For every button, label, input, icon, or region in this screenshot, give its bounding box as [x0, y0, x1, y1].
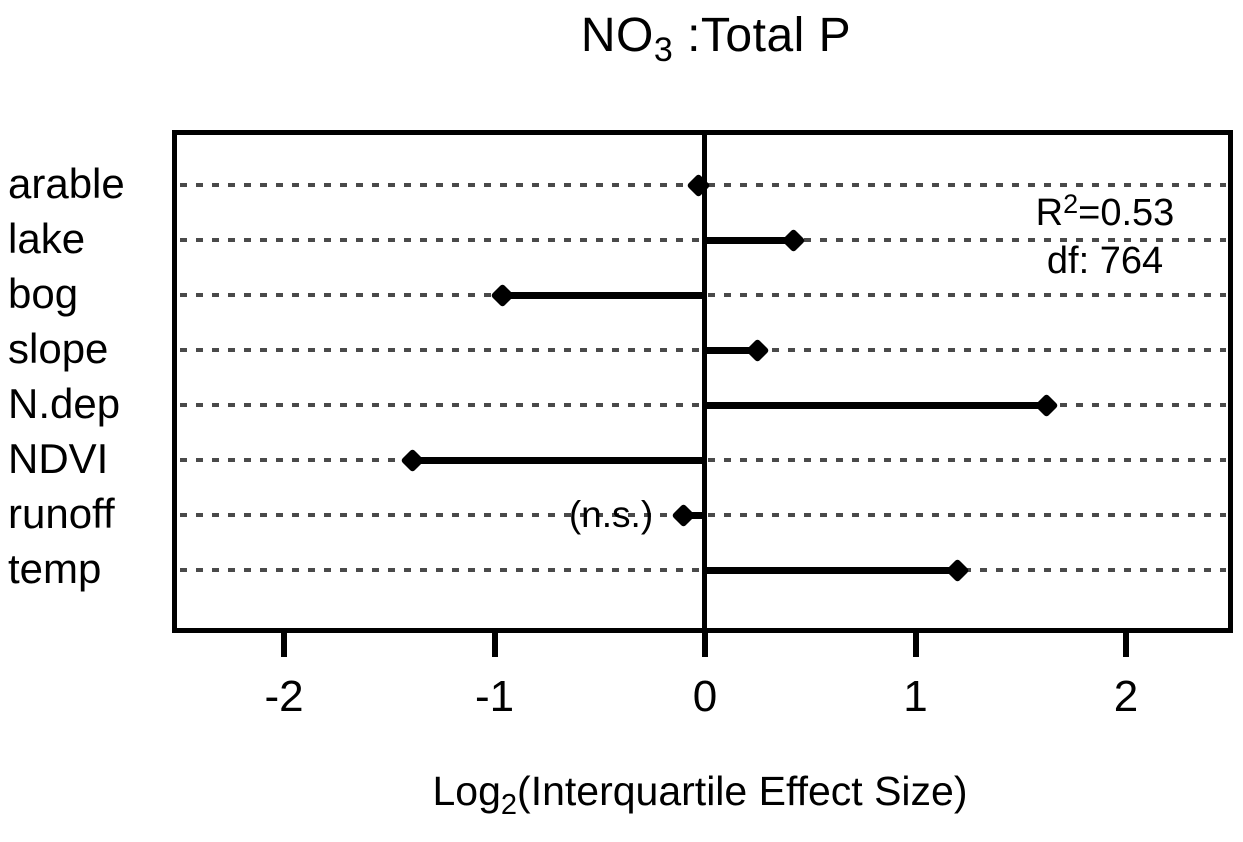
y-axis-label-N.dep: N.dep: [8, 380, 121, 428]
x-tick--2: [281, 633, 287, 657]
x-tick-label-0: 0: [692, 672, 718, 721]
y-axis-label-arable: arable: [8, 160, 125, 208]
x-axis-label-rest: (Interquartile Effect Size): [517, 768, 968, 814]
effect-stem-N.dep: [705, 402, 1046, 409]
y-axis-label-NDVI: NDVI: [8, 435, 109, 483]
plot-frame: [172, 130, 1233, 633]
df-text: df: 764: [1046, 239, 1164, 282]
x-tick-label-1: 1: [903, 672, 928, 721]
chart-title-rest: :Total P: [673, 9, 852, 62]
effect-stem-bog: [502, 292, 705, 299]
chart-title-base: NO: [580, 9, 654, 62]
chart-title: NO3 :Total P: [580, 8, 852, 69]
effect-stem-slope: [705, 347, 758, 354]
effect-stem-NDVI: [412, 457, 705, 464]
model-stats: R2=0.53 df: 764: [1035, 189, 1175, 285]
x-axis-label-base: Log: [432, 768, 501, 814]
r-squared-value: =0.53: [1078, 192, 1175, 234]
zero-axis-line: [702, 134, 707, 629]
x-tick-0: [702, 633, 708, 657]
x-tick-label-2: 2: [1113, 672, 1139, 721]
x-tick-label--2: -2: [264, 672, 304, 721]
x-tick-2: [1123, 633, 1129, 657]
r-squared-exponent: 2: [1063, 189, 1079, 219]
effect-stem-lake: [705, 237, 794, 244]
r-squared-text: R2=0.53: [1035, 189, 1175, 238]
y-axis-label-temp: temp: [8, 545, 102, 593]
y-axis-label-bog: bog: [8, 270, 79, 318]
y-axis-label-slope: slope: [8, 325, 109, 373]
r-squared-base: R: [1035, 192, 1064, 234]
x-tick-1: [912, 633, 919, 657]
effect-stem-temp: [705, 567, 958, 574]
x-axis-label-subscript: 2: [500, 789, 518, 821]
y-axis-label-runoff: runoff: [8, 490, 115, 538]
x-tick-label--1: -1: [474, 672, 515, 721]
x-tick--1: [491, 633, 498, 657]
x-axis-label: Log2(Interquartile Effect Size): [432, 768, 968, 821]
chart-title-subscript: 3: [653, 31, 674, 69]
not-significant-label: (n.s.): [568, 494, 654, 536]
y-axis-label-lake: lake: [8, 215, 86, 263]
